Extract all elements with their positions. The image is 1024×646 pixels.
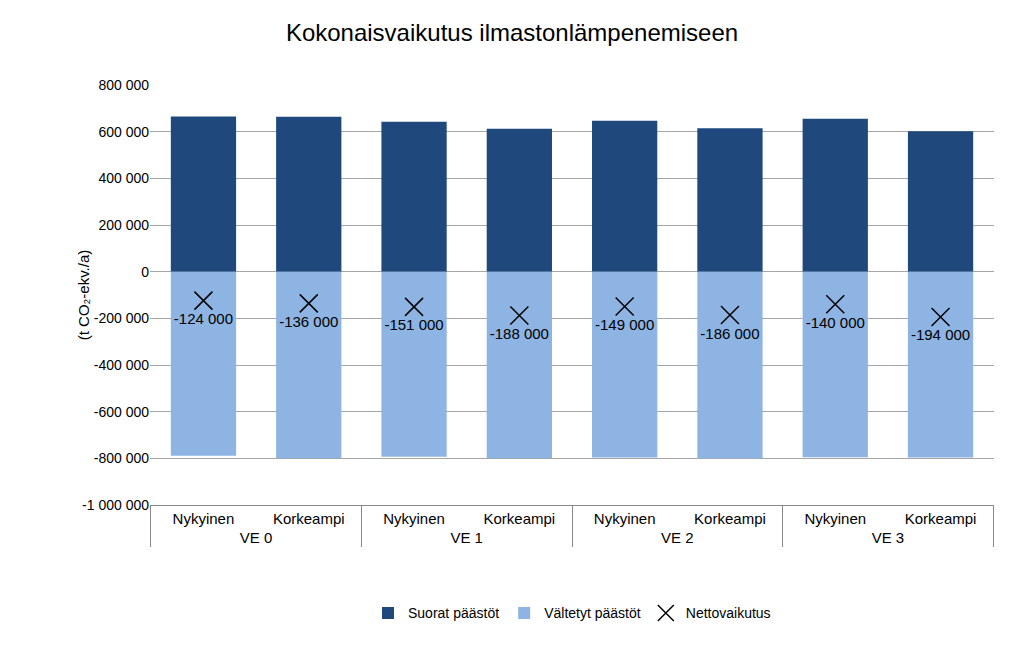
svg-text:-600 000: -600 000 <box>94 404 149 420</box>
svg-text:VE 2: VE 2 <box>661 529 694 546</box>
svg-text:Suorat päästöt: Suorat päästöt <box>408 605 499 621</box>
svg-text:Korkeampi: Korkeampi <box>694 510 766 527</box>
svg-text:VE 1: VE 1 <box>450 529 483 546</box>
svg-text:Nykyinen: Nykyinen <box>804 510 866 527</box>
svg-text:Vältetyt päästöt: Vältetyt päästöt <box>544 605 641 621</box>
svg-text:-1 000 000: -1 000 000 <box>82 497 149 513</box>
svg-text:VE 0: VE 0 <box>240 529 273 546</box>
svg-text:Nettovaikutus: Nettovaikutus <box>686 605 771 621</box>
svg-text:Nykyinen: Nykyinen <box>383 510 445 527</box>
svg-text:Kokonaisvaikutus ilmastonlämpe: Kokonaisvaikutus ilmastonlämpenemiseen <box>286 19 738 46</box>
svg-text:-200 000: -200 000 <box>94 310 149 326</box>
svg-text:-188 000: -188 000 <box>490 325 549 342</box>
svg-text:-186 000: -186 000 <box>700 325 759 342</box>
svg-text:(t CO₂-ekv./a): (t CO₂-ekv./a) <box>75 250 92 341</box>
svg-text:400 000: 400 000 <box>98 170 149 186</box>
svg-text:200 000: 200 000 <box>98 217 149 233</box>
svg-text:Korkeampi: Korkeampi <box>483 510 555 527</box>
svg-text:-400 000: -400 000 <box>94 357 149 373</box>
svg-text:-194 000: -194 000 <box>911 326 970 343</box>
svg-text:VE 3: VE 3 <box>872 529 905 546</box>
svg-text:0: 0 <box>141 264 149 280</box>
svg-text:Korkeampi: Korkeampi <box>273 510 345 527</box>
svg-text:-149 000: -149 000 <box>595 316 654 333</box>
svg-text:-124 000: -124 000 <box>174 310 233 327</box>
svg-text:600 000: 600 000 <box>98 124 149 140</box>
svg-text:Nykyinen: Nykyinen <box>173 510 235 527</box>
svg-text:-800 000: -800 000 <box>94 450 149 466</box>
svg-text:-140 000: -140 000 <box>806 314 865 331</box>
svg-text:-151 000: -151 000 <box>384 316 443 333</box>
svg-text:Nykyinen: Nykyinen <box>594 510 656 527</box>
svg-text:-136 000: -136 000 <box>279 313 338 330</box>
svg-text:Korkeampi: Korkeampi <box>905 510 977 527</box>
svg-text:800 000: 800 000 <box>98 77 149 93</box>
